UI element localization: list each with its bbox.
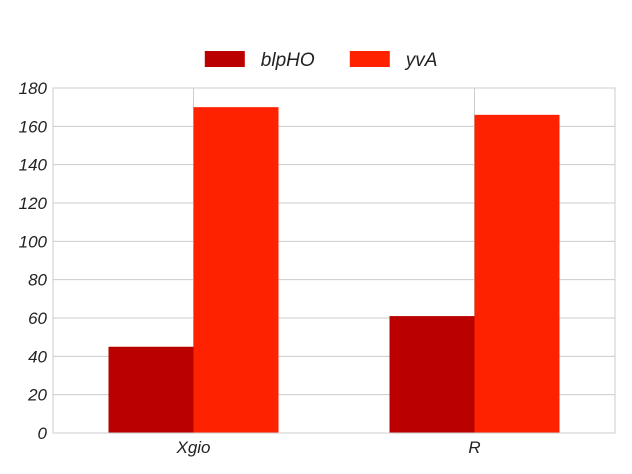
x-category-label: Xgio [175,438,210,457]
legend-label: yvA [404,50,438,71]
bar-yvA-Xgio [194,107,279,433]
y-tick-label: 160 [19,117,48,136]
bar-blpHO-Xgio [109,347,194,433]
bar-yvA-R [475,115,560,433]
x-category-labels: Xgio R [175,438,480,457]
bar-blpHO-R [390,316,475,433]
y-tick-label: 40 [28,347,47,366]
legend-swatch-yvA [350,51,390,67]
y-tick-label: 120 [19,194,48,213]
x-category-label: R [468,438,480,457]
y-tick-label: 20 [27,386,47,405]
legend-label: blpHO [261,50,315,71]
legend: blpHO yvA [205,50,438,71]
y-tick-label: 180 [19,79,48,98]
y-tick-label: 80 [28,271,47,290]
y-tick-label: 140 [19,156,48,175]
y-tick-label: 0 [38,424,48,443]
legend-swatch-blpHO [205,51,245,67]
y-tick-label: 100 [19,232,48,251]
y-tick-label: 60 [28,309,47,328]
y-tick-labels: 0 20 40 60 80 100 120 140 160 180 [19,79,48,443]
bars [109,107,560,433]
